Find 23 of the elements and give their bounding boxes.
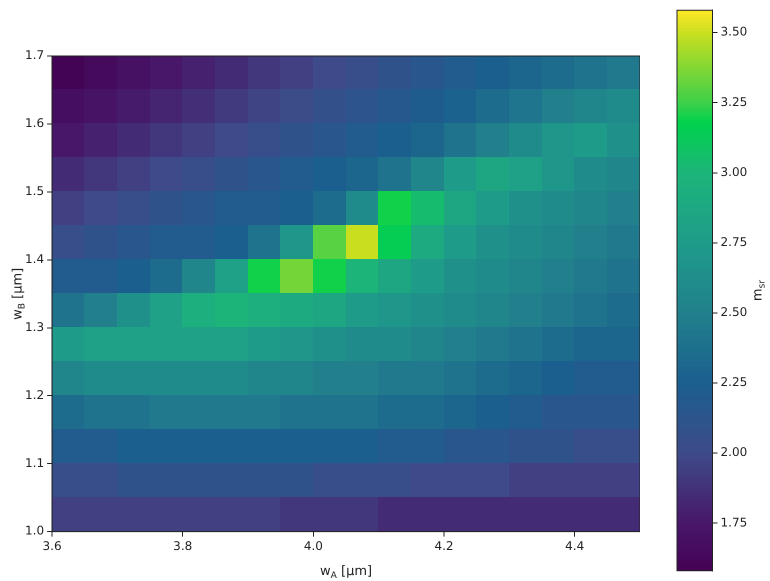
- color-bar-label: 2.75: [720, 234, 748, 249]
- color-bar-label: 2.25: [720, 375, 748, 390]
- color-bar-label: 2.00: [720, 445, 748, 460]
- x-tick-label: 3.6: [42, 538, 62, 553]
- y-tick-label: 1.1: [24, 456, 44, 470]
- y-tick-label: 1.5: [24, 184, 44, 198]
- x-tick-label: 4.2: [434, 538, 454, 553]
- y-tick-label: 1.6: [24, 116, 44, 130]
- x-tick-label: 3.8: [173, 538, 192, 553]
- y-tick-label: 1.3: [24, 320, 44, 334]
- color-bar-label: 3.50: [720, 24, 748, 39]
- x-tick-label: 4.4: [565, 538, 584, 553]
- color-bar-label: 3.00: [720, 164, 748, 179]
- color-bar-label: 1.75: [720, 515, 748, 530]
- color-bar-title: msr: [750, 280, 768, 302]
- color-bar-label: 3.25: [720, 94, 748, 109]
- y-tick-label: 1.4: [24, 252, 44, 266]
- y-tick-label: 1.7: [24, 48, 44, 62]
- color-bar-label: 2.50: [720, 305, 748, 320]
- y-axis-title: wB [µm]: [10, 268, 28, 320]
- x-tick-label: 4.0: [304, 538, 323, 553]
- y-tick-label: 1.0: [24, 524, 44, 538]
- y-tick-label: 1.2: [24, 388, 44, 402]
